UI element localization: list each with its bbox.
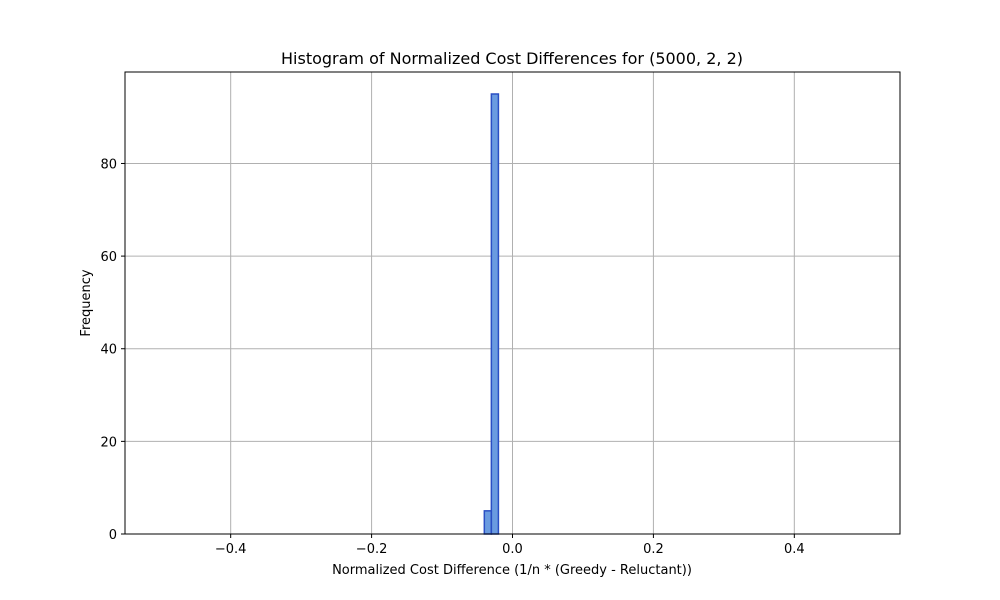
y-axis-ticks: 0 20 40 60 80 [100, 157, 125, 543]
chart-title: Histogram of Normalized Cost Differences… [281, 49, 743, 68]
x-tick-label: 0.4 [784, 542, 805, 557]
y-tick-label: 60 [100, 250, 117, 265]
x-tick-label: −0.2 [356, 542, 388, 557]
histogram-bar [483, 510, 493, 535]
x-tick-label: 0.0 [502, 542, 523, 557]
x-tick-label: −0.4 [215, 542, 247, 557]
y-axis-title: Frequency [79, 269, 94, 336]
y-tick-label: 20 [100, 435, 117, 450]
y-tick-label: 0 [109, 528, 117, 543]
x-tick-label: 0.2 [643, 542, 664, 557]
histogram-bar [490, 93, 500, 535]
grid-lines [125, 72, 900, 535]
y-tick-label: 40 [100, 343, 117, 358]
x-axis-ticks: −0.4 −0.2 0.0 0.2 0.4 [215, 534, 805, 557]
y-tick-label: 80 [100, 157, 117, 172]
histogram-bars [483, 93, 500, 535]
x-axis-title: Normalized Cost Difference (1/n * (Greed… [332, 563, 692, 578]
